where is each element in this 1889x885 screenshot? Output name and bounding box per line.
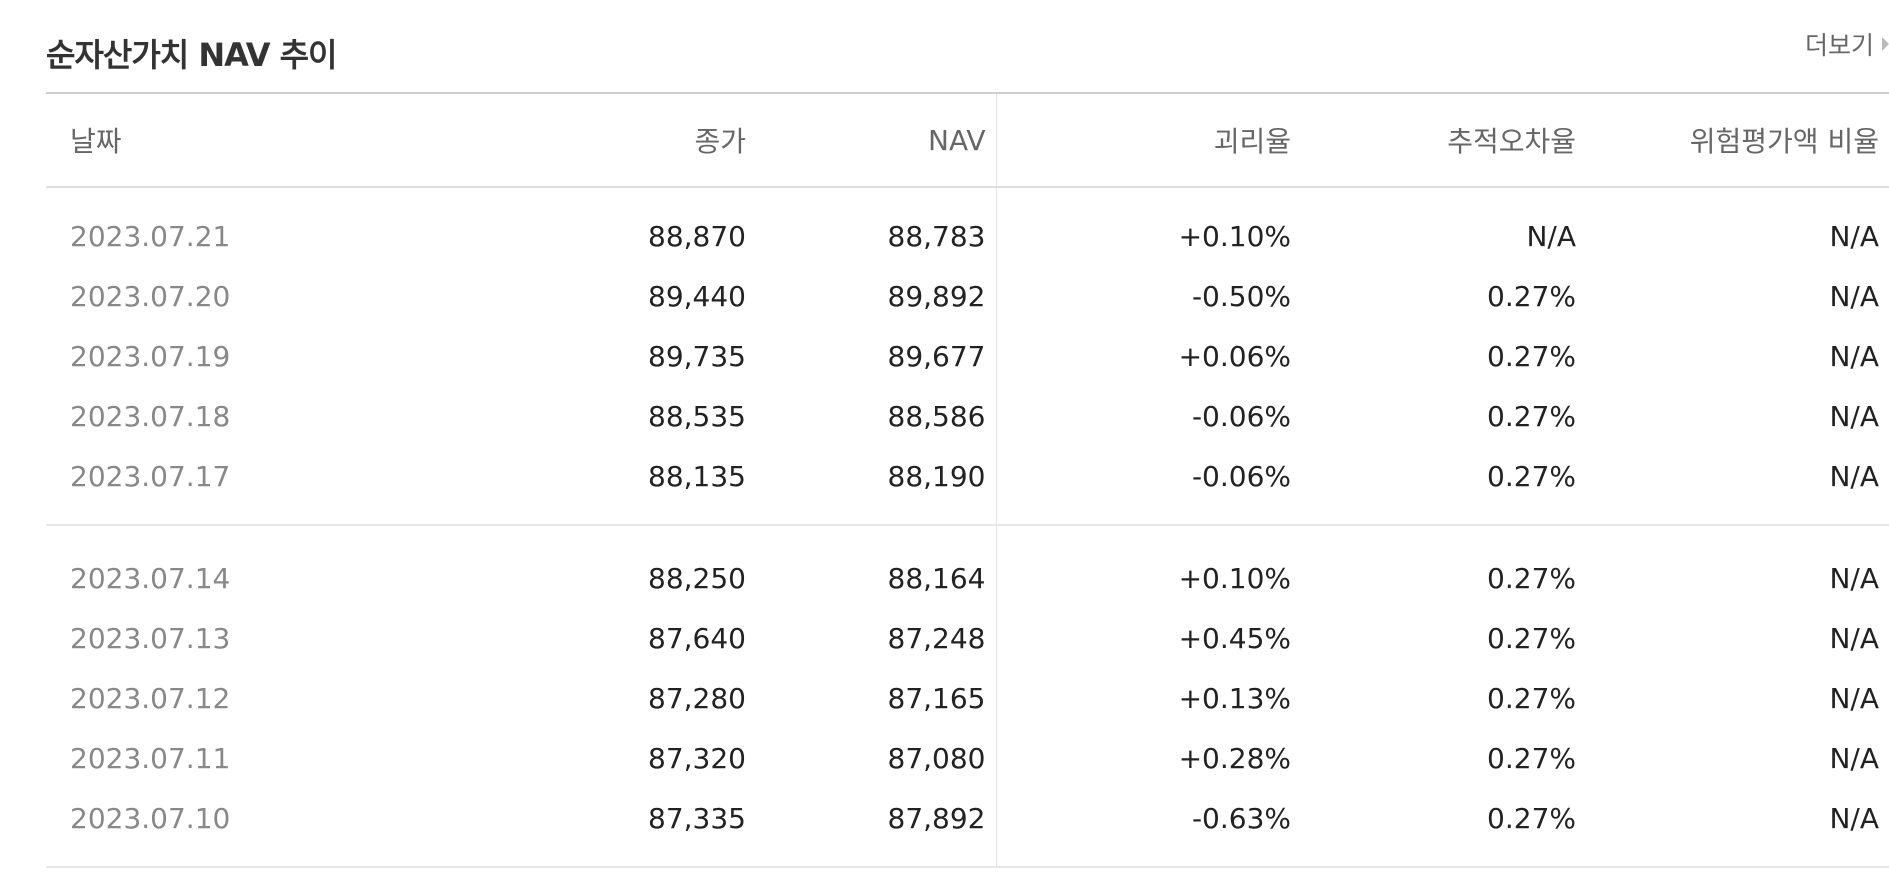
cell-risk-ratio: N/A <box>1829 621 1879 655</box>
cell-date: 2023.07.10 <box>46 788 516 868</box>
table-row: 2023.07.14 88,250 88,164 +0.10% 0.27% N/A <box>46 525 1889 608</box>
cell-tracking-error: 0.27% <box>1301 788 1586 868</box>
cell-tracking-error: N/A <box>1526 219 1576 253</box>
cell-premium: +0.45% <box>1178 621 1291 655</box>
cell-premium: +0.13% <box>1178 681 1291 715</box>
cell-close: 89,735 <box>648 339 746 373</box>
header-premium: 괴리율 <box>996 92 1301 188</box>
cell-risk-ratio: N/A <box>1829 399 1879 433</box>
cell-premium: -0.06% <box>996 446 1301 526</box>
cell-risk-ratio: N/A <box>1586 446 1889 526</box>
caret-right-icon <box>1882 37 1889 51</box>
cell-nav: 87,165 <box>756 668 997 728</box>
cell-nav: 89,892 <box>756 266 997 326</box>
table-row: 2023.07.11 87,320 87,080 +0.28% 0.27% N/A <box>46 728 1889 788</box>
cell-premium: -0.63% <box>996 788 1301 868</box>
nav-table: 날짜 종가 NAV 괴리율 추적오차율 위험평가액 비율 2023.07.21 8… <box>46 92 1889 868</box>
cell-premium: +0.28% <box>1178 741 1291 775</box>
cell-nav: 87,080 <box>756 728 997 788</box>
cell-date: 2023.07.20 <box>70 279 231 313</box>
cell-risk-ratio: N/A <box>1829 339 1879 373</box>
cell-nav: 88,190 <box>756 446 997 526</box>
header-close: 종가 <box>516 92 756 188</box>
table-row: 2023.07.18 88,535 88,586 -0.06% 0.27% N/A <box>46 386 1889 446</box>
table-row: 2023.07.20 89,440 89,892 -0.50% 0.27% N/A <box>46 266 1889 326</box>
header-risk-ratio: 위험평가액 비율 <box>1586 92 1889 188</box>
cell-nav: 88,783 <box>756 187 997 266</box>
cell-risk-ratio: N/A <box>1829 279 1879 313</box>
cell-nav: 88,164 <box>756 525 997 608</box>
cell-date: 2023.07.14 <box>70 561 231 595</box>
table-row: 2023.07.19 89,735 89,677 +0.06% 0.27% N/A <box>46 326 1889 386</box>
cell-close: 87,280 <box>648 681 746 715</box>
cell-premium: +0.10% <box>1178 219 1291 253</box>
cell-risk-ratio: N/A <box>1829 681 1879 715</box>
table-row: 2023.07.21 88,870 88,783 +0.10% N/A N/A <box>46 187 1889 266</box>
cell-close: 87,640 <box>648 621 746 655</box>
cell-premium: -0.50% <box>1191 279 1291 313</box>
cell-premium: +0.06% <box>1178 339 1291 373</box>
table-row: 2023.07.17 88,135 88,190 -0.06% 0.27% N/A <box>46 446 1889 526</box>
cell-risk-ratio: N/A <box>1829 219 1879 253</box>
cell-tracking-error: 0.27% <box>1301 446 1586 526</box>
cell-date: 2023.07.21 <box>70 219 231 253</box>
header-tracking-error: 추적오차율 <box>1301 92 1586 188</box>
cell-close: 89,440 <box>648 279 746 313</box>
cell-date: 2023.07.12 <box>70 681 231 715</box>
cell-date: 2023.07.17 <box>46 446 516 526</box>
cell-risk-ratio: N/A <box>1829 741 1879 775</box>
header-date: 날짜 <box>46 92 516 188</box>
header-nav: NAV <box>756 92 997 188</box>
cell-tracking-error: 0.27% <box>1487 741 1576 775</box>
cell-close: 87,320 <box>648 741 746 775</box>
cell-tracking-error: 0.27% <box>1487 621 1576 655</box>
cell-date: 2023.07.18 <box>70 399 231 433</box>
cell-close: 87,335 <box>516 788 756 868</box>
cell-close: 88,535 <box>648 399 746 433</box>
table-header-row: 날짜 종가 NAV 괴리율 추적오차율 위험평가액 비율 <box>46 92 1889 188</box>
cell-tracking-error: 0.27% <box>1487 279 1576 313</box>
cell-tracking-error: 0.27% <box>1487 339 1576 373</box>
cell-close: 88,250 <box>648 561 746 595</box>
cell-premium: +0.10% <box>1178 561 1291 595</box>
more-label: 더보기 <box>1804 31 1874 60</box>
cell-nav: 87,892 <box>756 788 997 868</box>
cell-risk-ratio: N/A <box>1829 561 1879 595</box>
cell-premium: -0.06% <box>1191 399 1291 433</box>
cell-tracking-error: 0.27% <box>1487 561 1576 595</box>
table-row: 2023.07.12 87,280 87,165 +0.13% 0.27% N/A <box>46 668 1889 728</box>
cell-nav: 89,677 <box>756 326 997 386</box>
cell-close: 88,135 <box>516 446 756 526</box>
cell-nav: 87,248 <box>756 608 997 668</box>
cell-nav: 88,586 <box>756 386 997 446</box>
cell-risk-ratio: N/A <box>1586 788 1889 868</box>
cell-tracking-error: 0.27% <box>1487 399 1576 433</box>
table-row: 2023.07.13 87,640 87,248 +0.45% 0.27% N/A <box>46 608 1889 668</box>
section-title: 순자산가치 NAV 추이 <box>46 36 338 74</box>
cell-tracking-error: 0.27% <box>1487 681 1576 715</box>
more-link[interactable]: 더보기 <box>1805 26 1889 62</box>
cell-date: 2023.07.11 <box>70 741 231 775</box>
cell-date: 2023.07.13 <box>70 621 231 655</box>
table-body: 2023.07.21 88,870 88,783 +0.10% N/A N/A 2023.0… <box>46 187 1889 868</box>
table-row: 2023.07.10 87,335 87,892 -0.63% 0.27% N/A <box>46 788 1889 868</box>
cell-close: 88,870 <box>648 219 746 253</box>
cell-date: 2023.07.19 <box>70 339 231 373</box>
